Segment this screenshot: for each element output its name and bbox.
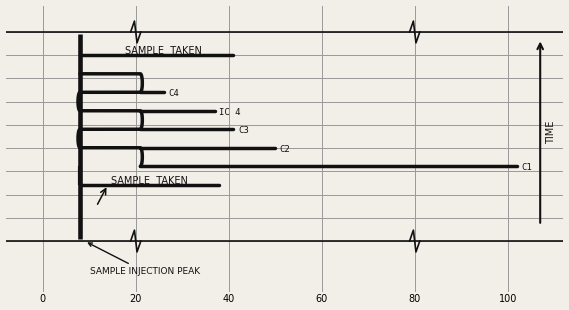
Text: C4: C4 bbox=[168, 89, 179, 98]
Text: C1: C1 bbox=[522, 163, 533, 172]
Text: SAMPLE  TAKEN: SAMPLE TAKEN bbox=[125, 46, 202, 56]
Text: SAMPLE INJECTION PEAK: SAMPLE INJECTION PEAK bbox=[88, 243, 200, 277]
Text: TIME: TIME bbox=[546, 120, 556, 144]
Text: C3: C3 bbox=[238, 126, 249, 135]
Text: SAMPLE  TAKEN: SAMPLE TAKEN bbox=[111, 175, 188, 185]
Text: IC 4: IC 4 bbox=[220, 108, 241, 117]
Text: C2: C2 bbox=[280, 144, 291, 153]
